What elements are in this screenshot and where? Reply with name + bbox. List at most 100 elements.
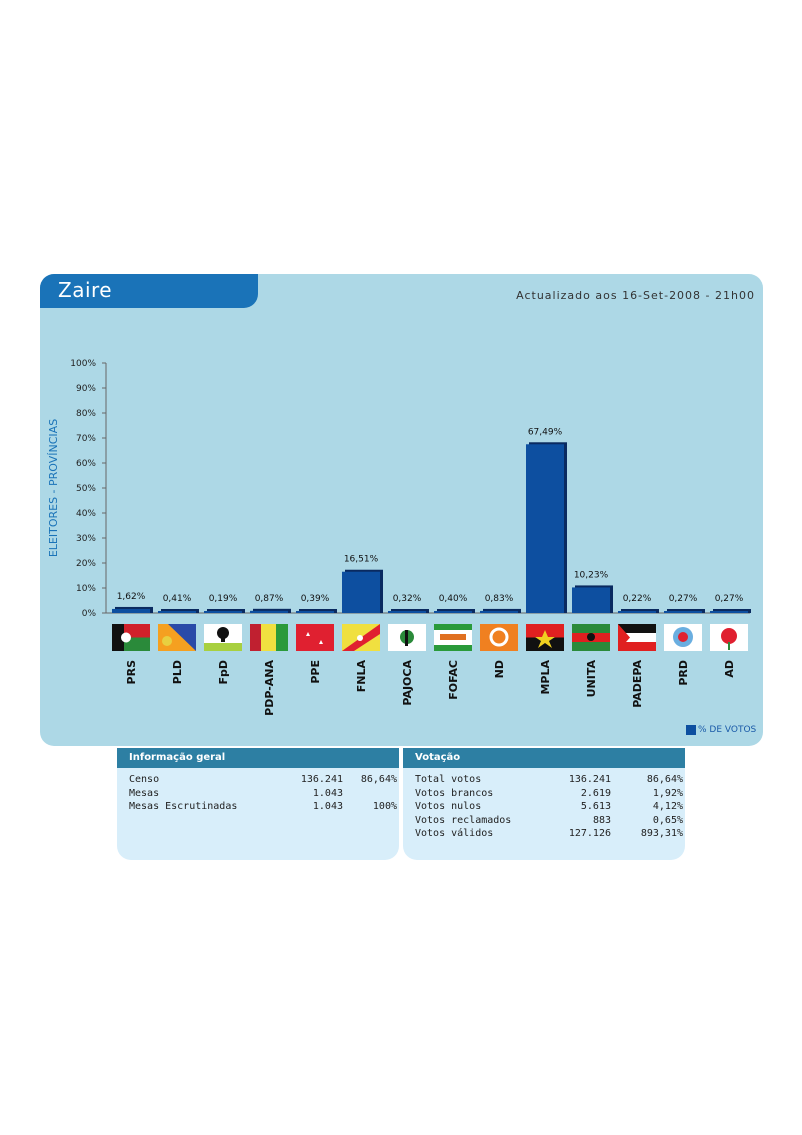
data-label: 0,39% (301, 594, 330, 604)
row-value: 136.241 (300, 774, 343, 785)
ppe-flag-icon (296, 624, 334, 651)
data-label: 0,87% (255, 594, 284, 604)
bar-fofac (434, 611, 472, 613)
table-row: Censo 136.241 86,64% (117, 773, 397, 787)
table-row: Votos brancos 2.619 1,92% (403, 787, 683, 801)
data-label: 0,32% (393, 594, 422, 604)
row-percent: 4,12% (652, 801, 683, 812)
province-title-tab: Zaire (40, 274, 258, 308)
pdp-ana-flag-icon (250, 624, 288, 651)
x-tick-label: PRS (125, 660, 138, 685)
bar-padepa (618, 611, 656, 613)
data-label: 0,41% (163, 594, 192, 604)
bar-ad (710, 611, 748, 613)
bar-nd (480, 610, 518, 613)
y-tick-label: 40% (76, 509, 96, 519)
row-label: Total votos (415, 774, 482, 785)
province-title: Zaire (58, 278, 113, 302)
bar-prs (112, 608, 150, 613)
info-geral-box: Informação geral Censo 136.241 86,64% Mesa… (117, 748, 399, 860)
x-tick-label: PADEPA (631, 660, 644, 708)
data-label: 16,51% (344, 555, 379, 565)
row-label: Mesas Escrutinadas (129, 801, 238, 812)
bar-pld (158, 611, 196, 613)
prs-flag-icon (112, 624, 150, 651)
y-tick-label: 70% (76, 434, 96, 444)
table-row: Votos válidos 127.126 893,31% (403, 827, 683, 841)
unita-flag-icon (572, 624, 610, 651)
row-value: 883 (592, 814, 611, 826)
row-label: Votos válidos (415, 828, 494, 839)
y-tick-label: 50% (76, 484, 96, 494)
row-percent: 100% (372, 801, 397, 812)
x-tick-label: MPLA (539, 660, 552, 695)
data-label: 0,83% (485, 594, 514, 604)
x-tick-label: UNITA (585, 660, 598, 698)
table-row: Mesas 1.043 (117, 787, 397, 801)
row-label: Votos reclamados (415, 814, 512, 826)
row-value: 136.241 (568, 774, 611, 785)
y-tick-label: 80% (76, 409, 96, 419)
table-row: Votos reclamados 883 0,65% (403, 814, 683, 828)
vote-bar-chart: ELEITORES - PROVÍNCIAS 0% 10% 20% 30% 40% 50% 6… (47, 359, 751, 716)
info-geral-header: Informação geral (117, 748, 399, 768)
bar-fnla (342, 571, 380, 613)
prd-flag-icon (664, 624, 702, 651)
legend-swatch (686, 725, 696, 735)
chart-legend: % DE VOTOS (686, 725, 756, 735)
y-tick-label: 60% (76, 459, 96, 469)
results-panel: Zaire Actualizado aos 16-Set-2008 - 21h0… (40, 274, 763, 746)
pld-flag-icon (158, 624, 196, 651)
y-tick-label: 100% (70, 359, 96, 369)
padepa-flag-icon (618, 624, 656, 651)
fofac-flag-icon (434, 624, 472, 651)
y-tick-label: 30% (76, 534, 96, 544)
row-percent: 86,64% (646, 774, 683, 785)
table-row: Votos nulos 5.613 4,12% (403, 800, 683, 814)
data-label: 0,27% (669, 594, 698, 604)
row-percent (343, 787, 397, 801)
x-tick-label: FpD (217, 660, 230, 685)
row-value: 127.126 (568, 828, 611, 839)
y-tick-label: 0% (82, 609, 97, 619)
row-label: Censo (129, 774, 160, 785)
x-tick-label: PLD (171, 660, 184, 684)
votacao-header: Votação (403, 748, 685, 768)
fpd-flag-icon (204, 624, 242, 651)
x-tick-label: FNLA (355, 660, 368, 693)
x-tick-label: PAJOCA (401, 660, 414, 706)
row-label: Mesas (129, 787, 160, 799)
table-row: Mesas Escrutinadas 1.043 100% (117, 800, 397, 814)
data-label: 1,62% (117, 592, 146, 602)
legend-label: % DE VOTOS (698, 725, 757, 735)
y-tick-label: 20% (76, 559, 96, 569)
data-label: 10,23% (574, 570, 609, 580)
row-percent: 1,92% (652, 787, 683, 799)
bar-pdp-ana (250, 610, 288, 613)
x-tick-label: PPE (309, 660, 322, 684)
votacao-box: Votação Total votos 136.241 86,64% Votos b… (403, 748, 685, 860)
bar-pajoca (388, 611, 426, 613)
data-label: 0,19% (209, 594, 238, 604)
fnla-flag-icon (342, 624, 380, 651)
x-tick-label: PDP-ANA (263, 660, 276, 716)
mpla-flag-icon (526, 624, 564, 651)
data-label: 0,40% (439, 594, 468, 604)
bar-mpla (526, 444, 564, 613)
ad-flag-icon (710, 624, 748, 651)
x-tick-label: ND (493, 660, 506, 678)
row-value: 5.613 (580, 801, 611, 812)
row-value: 1.043 (312, 801, 343, 812)
pajoca-flag-icon (388, 624, 426, 651)
data-label: 67,49% (528, 427, 563, 437)
info-geral-table: Censo 136.241 86,64% Mesas 1.043 Mesas Escr… (117, 773, 397, 814)
votacao-table: Total votos 136.241 86,64% Votos brancos 2.… (403, 773, 683, 841)
bar-fpd (204, 611, 242, 613)
x-tick-label: FOFAC (447, 660, 460, 700)
bar-unita (572, 587, 610, 613)
row-label: Votos nulos (415, 801, 482, 812)
nd-flag-icon (480, 624, 518, 651)
y-axis-label: ELEITORES - PROVÍNCIAS (47, 419, 60, 557)
data-label: 0,27% (715, 594, 744, 604)
row-value: 1.043 (312, 787, 343, 799)
